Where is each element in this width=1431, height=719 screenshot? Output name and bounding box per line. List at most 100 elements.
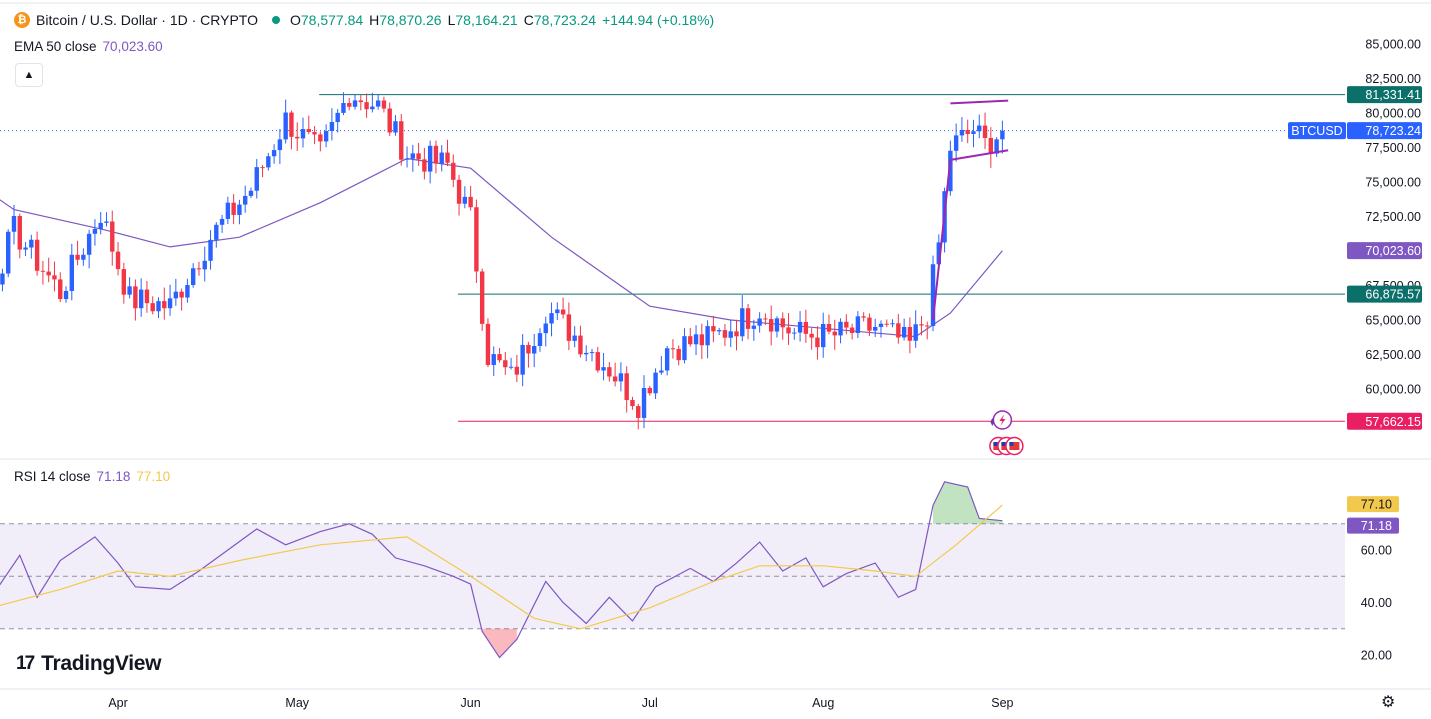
candle-body xyxy=(133,286,138,309)
horizontal-level-lines[interactable] xyxy=(0,94,1345,422)
candle xyxy=(11,204,17,245)
price-tick-label: 82,500.00 xyxy=(1365,72,1421,86)
candle xyxy=(520,334,525,387)
sparkle xyxy=(990,418,995,426)
pane-separator[interactable] xyxy=(0,2,1431,690)
candle-body xyxy=(399,121,404,160)
candle-body xyxy=(537,333,543,347)
candle-body xyxy=(555,309,560,314)
candle-body xyxy=(474,207,479,272)
rsi-legend[interactable]: RSI 14 close 71.18 77.10 xyxy=(14,469,170,484)
candle xyxy=(335,109,340,133)
candle xyxy=(994,137,999,157)
level-tag-0-text: 81,331.41 xyxy=(1365,88,1421,102)
candle xyxy=(618,362,624,392)
candle-body xyxy=(653,372,658,394)
candle-body xyxy=(890,323,895,325)
candle xyxy=(225,196,231,225)
flash-bolt xyxy=(999,414,1006,426)
candle xyxy=(17,213,22,259)
rsi-ma-legend-value: 77.10 xyxy=(136,469,171,484)
rsi-line xyxy=(0,481,1003,659)
candle xyxy=(40,260,46,285)
candle-body xyxy=(977,125,982,132)
candle-body xyxy=(202,260,207,270)
time-axis[interactable]: MarAprMayJunJulAugSep xyxy=(0,696,1014,710)
candle xyxy=(451,154,456,188)
candle-body xyxy=(110,221,115,252)
candle-body xyxy=(636,406,641,418)
price-tick-label: 72,500.00 xyxy=(1365,210,1421,224)
candle-body xyxy=(485,323,491,365)
candle xyxy=(624,366,629,413)
candle-body xyxy=(17,216,22,250)
candle xyxy=(740,295,745,342)
candle-body xyxy=(115,251,121,270)
candle xyxy=(295,122,300,151)
candle-body xyxy=(318,134,323,142)
candle xyxy=(375,94,381,110)
ema-legend[interactable]: EMA 50 close 70,023.60 xyxy=(14,39,163,54)
candle-body xyxy=(792,332,797,334)
ohlc-open: O78,577.84 xyxy=(289,12,364,28)
event-markers[interactable] xyxy=(989,410,1024,456)
rsi-tick-label: 20.00 xyxy=(1361,649,1392,663)
triangle-upper-line xyxy=(950,99,1009,105)
candle-body xyxy=(971,131,976,134)
rsi-value-tag-bg xyxy=(1347,517,1399,534)
ema-line xyxy=(0,157,1003,338)
candle xyxy=(965,119,970,144)
candle-body xyxy=(526,344,531,354)
candle-body xyxy=(745,308,751,329)
symbol-title[interactable]: Bitcoin / U.S. Dollar · 1D · CRYPTO xyxy=(36,12,258,28)
candle xyxy=(127,277,132,299)
level-tag-0: 81,331.41 xyxy=(1347,86,1422,104)
tradingview-logo[interactable]: 17 TradingView xyxy=(16,652,161,676)
candle xyxy=(133,279,138,321)
rsi-axis[interactable]: 60.00 40.00 20.00 77.10 71.18 xyxy=(1347,496,1399,663)
candle-body xyxy=(393,121,398,133)
candle xyxy=(809,328,814,350)
candle-body xyxy=(295,136,300,139)
price-axis[interactable]: 85,000.00 82,500.00 80,000.00 77,500.00 75,0… xyxy=(1288,38,1422,430)
settings-icon[interactable]: ⚙ xyxy=(1381,694,1396,711)
candle xyxy=(468,185,473,211)
candle-body xyxy=(624,373,629,401)
candle-body xyxy=(185,285,190,298)
candle xyxy=(532,334,537,368)
collapse-legend-button[interactable]: ▲ xyxy=(15,63,43,87)
candle-body xyxy=(699,334,705,346)
candle xyxy=(179,288,184,311)
symbol-header[interactable]: ₿ Bitcoin / U.S. Dollar · 1D · CRYPTO O7… xyxy=(14,12,714,28)
candle-body xyxy=(664,348,670,371)
candle xyxy=(878,320,884,338)
candle-body xyxy=(0,273,5,285)
candle-body xyxy=(780,318,785,328)
candle-body xyxy=(34,239,40,271)
candle-body xyxy=(312,132,317,135)
candle xyxy=(393,115,398,136)
candle-body xyxy=(901,326,907,338)
candle-body xyxy=(387,108,392,133)
candle-body xyxy=(300,129,306,139)
triangle-drawing[interactable] xyxy=(932,99,1009,321)
candle xyxy=(75,240,80,266)
candle xyxy=(364,93,369,118)
candle xyxy=(508,357,514,370)
candle xyxy=(110,210,115,266)
rsi-legend-value: 71.18 xyxy=(96,469,131,484)
candle-body xyxy=(994,139,999,154)
candle-body xyxy=(214,224,219,240)
candle-body xyxy=(266,156,271,168)
candle-body xyxy=(104,221,109,223)
candle xyxy=(497,348,502,363)
candle-body xyxy=(774,318,780,332)
candle-body xyxy=(873,326,878,331)
candle-body xyxy=(347,103,352,107)
candle-body xyxy=(410,153,416,159)
ema-value-tag: 70,023.60 xyxy=(1347,242,1422,260)
candle xyxy=(890,319,895,328)
candle xyxy=(768,305,774,346)
candle xyxy=(370,92,375,113)
